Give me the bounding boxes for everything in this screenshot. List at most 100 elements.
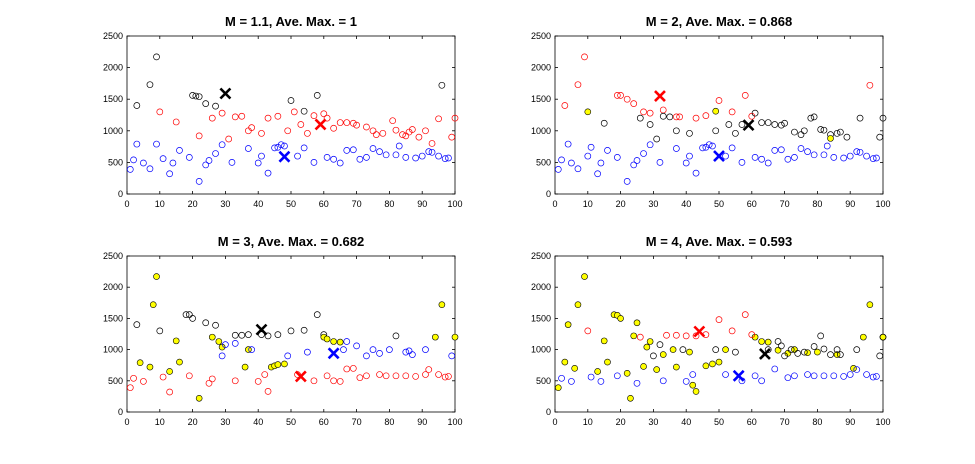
data-point [126,166,134,173]
data-point [300,107,308,115]
data-point [448,133,456,141]
data-point [343,147,351,154]
data-point [659,351,667,358]
series-1 [133,53,446,115]
data-point [709,360,716,368]
data-point [248,346,255,353]
data-point [231,113,239,121]
data-point [673,145,680,152]
data-point [140,159,147,167]
data-point [764,159,772,167]
data-point [833,346,841,353]
data-point [728,327,736,335]
data-point [568,378,575,385]
x-tick-label: 100 [875,417,890,427]
data-point [594,170,601,178]
data-point [633,379,641,387]
data-point [409,126,416,133]
data-point [646,121,654,128]
data-point [846,152,854,160]
data-point [392,151,400,159]
data-point [722,152,729,160]
data-point [245,331,252,338]
data-point [330,124,337,132]
y-tick-label: 0 [546,189,551,199]
subplot-title: M = 1.1, Ave. Max. = 1 [225,14,357,29]
x-tick-label: 30 [220,199,230,209]
axes-box [554,255,884,413]
data-point [212,321,219,329]
x-tick-label: 100 [447,417,462,427]
data-point [561,358,569,366]
data-point [686,348,693,356]
data-point [392,126,400,134]
data-point [558,374,565,382]
data-point [840,373,847,380]
y-tick-label: 0 [118,407,123,417]
y-tick-label: 0 [546,407,551,417]
data-point [133,140,141,148]
data-point [195,132,203,140]
data-point [304,348,311,356]
series-1 [554,273,887,402]
data-point [382,151,390,159]
data-point [258,129,265,137]
data-point [741,92,749,99]
centroid-marker-stroke [219,87,232,100]
x-tick-label: 0 [124,417,129,427]
data-point [663,331,670,339]
centroid-marker [732,369,745,382]
data-point [343,365,351,373]
data-point [300,144,308,152]
data-point [777,121,785,129]
data-point [771,365,779,373]
data-point [313,311,321,319]
data-point [581,53,588,61]
data-point [712,127,720,135]
data-point [846,371,854,378]
data-point [617,92,624,99]
centroid-marker-stroke [654,90,666,102]
data-point [732,129,739,137]
data-point [558,156,565,164]
data-point [323,335,331,343]
data-point [176,147,183,154]
x-tick-label: 10 [155,199,165,209]
data-point [728,108,736,116]
data-point [445,154,452,162]
data-point [136,359,144,367]
data-point [722,371,729,378]
data-point [758,119,765,126]
data-point [445,373,452,380]
data-point [604,358,611,366]
series-3 [126,140,452,185]
data-point [264,169,272,177]
data-point [376,148,383,156]
data-point [336,378,344,385]
centroid-marker-stroke [693,325,706,338]
data-point [402,348,410,356]
y-tick-label: 1000 [531,126,551,136]
centroid-marker-stroke [742,119,755,132]
data-point [363,153,370,161]
data-point [363,372,370,380]
data-point [185,311,193,319]
x-tick-label: 60 [747,199,757,209]
data-point [412,154,419,162]
centroid-marker-stroke [732,369,745,382]
y-tick-label: 1500 [531,313,551,323]
data-point [640,363,647,370]
data-point [758,377,765,385]
data-point [277,141,285,149]
data-point [343,338,351,345]
data-point [349,146,357,154]
data-point [238,112,246,120]
centroid-marker-stroke [314,118,327,131]
data-point [613,92,621,99]
data-point [336,119,344,126]
data-point [863,152,870,160]
data-point [323,114,331,122]
x-tick-label: 100 [447,199,462,209]
data-point [810,343,818,350]
subplot-4: M = 4, Ave. Max. = 0.593 0 10 20 30 40 50 60 70 8… [531,234,891,427]
